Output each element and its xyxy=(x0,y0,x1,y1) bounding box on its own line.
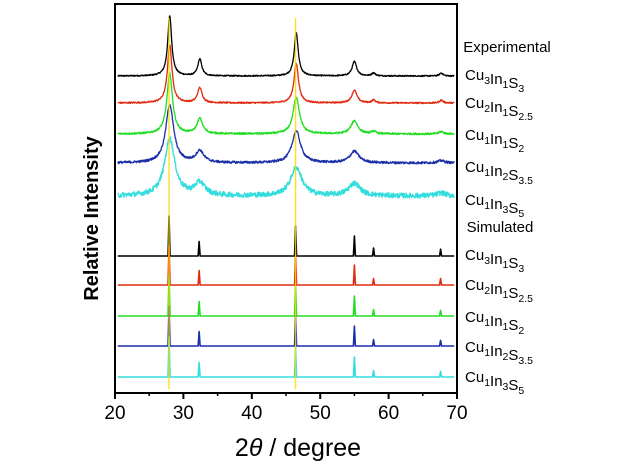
series-line-8 xyxy=(117,275,455,317)
series-label-3: Cu1In1S2 xyxy=(465,127,524,155)
x-axis-label: 2θ / degree xyxy=(235,434,361,462)
series-label-7: Cu2In1S2.5 xyxy=(465,277,533,305)
series-line-9 xyxy=(117,305,455,347)
x-tick-label-50: 50 xyxy=(310,403,331,424)
series-label-2: Cu2In1S2.5 xyxy=(465,95,533,123)
series-label-8: Cu1In1S2 xyxy=(465,309,524,337)
series-label-10: Cu1In3S5 xyxy=(465,369,524,397)
y-axis-label: Relative Intensity xyxy=(81,135,103,300)
series-line-3 xyxy=(117,72,455,136)
series-label-4: Cu1In2S3.5 xyxy=(465,159,533,187)
x-tick-label-30: 30 xyxy=(173,403,194,424)
x-tick-label-70: 70 xyxy=(446,403,467,424)
simulated-section-label: Simulated xyxy=(467,219,534,236)
series-label-9: Cu1In2S3.5 xyxy=(465,339,533,367)
series-line-5 xyxy=(117,136,455,199)
series-line-1 xyxy=(117,15,455,78)
plot-frame xyxy=(114,3,458,394)
series-line-6 xyxy=(117,215,455,257)
series-label-5: Cu1In3S5 xyxy=(465,192,524,220)
x-tick-label-20: 20 xyxy=(104,403,125,424)
series-line-4 xyxy=(117,104,455,165)
x-tick-label-60: 60 xyxy=(378,403,399,424)
series-line-10 xyxy=(117,336,455,378)
experimental-section-label: Experimental xyxy=(463,39,551,56)
x-tick-label-40: 40 xyxy=(241,403,262,424)
series-label-6: Cu3In1S3 xyxy=(465,247,524,275)
series-line-7 xyxy=(117,244,455,286)
series-line-2 xyxy=(117,44,455,105)
series-label-1: Cu3In1S3 xyxy=(465,67,524,95)
